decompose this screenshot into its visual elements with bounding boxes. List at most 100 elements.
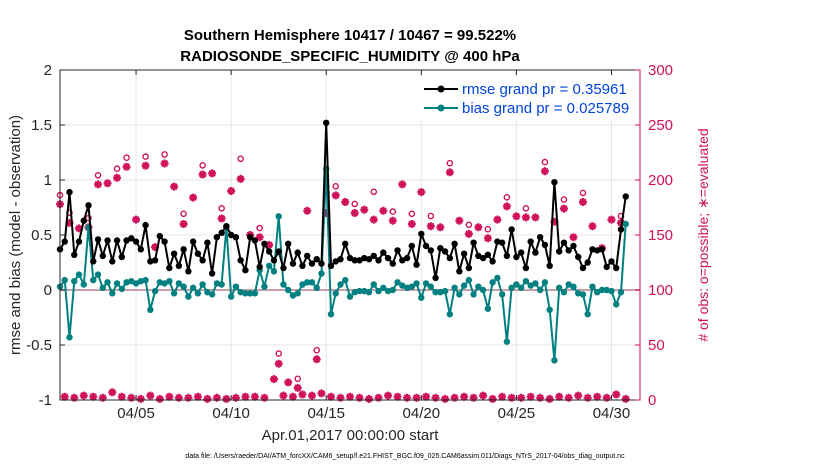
obs-possible-marker xyxy=(113,165,121,172)
obs-evaluated-marker xyxy=(365,394,374,403)
legend: rmse grand pr = 0.35961 bias grand pr = … xyxy=(418,76,636,120)
obs-evaluated-marker xyxy=(460,392,469,401)
bias-point xyxy=(622,220,629,228)
bias-point xyxy=(227,293,235,300)
rmse-point xyxy=(560,239,568,246)
y2-tick-label: 250 xyxy=(648,117,673,134)
obs-evaluated-marker xyxy=(113,173,122,182)
rmse-point xyxy=(265,248,273,255)
obs-evaluated-marker xyxy=(526,392,535,401)
rmse-point xyxy=(475,252,482,260)
bias-point xyxy=(128,278,135,285)
rmse-point xyxy=(346,254,354,262)
rmse-point xyxy=(422,242,430,250)
obs-evaluated-marker xyxy=(384,391,393,400)
obs-evaluated-marker xyxy=(346,392,354,401)
obs-evaluated-marker xyxy=(483,234,492,243)
obs-evaluated-marker xyxy=(89,392,98,401)
bias-point xyxy=(242,290,249,297)
bias-point xyxy=(161,280,168,287)
bias-point xyxy=(94,271,102,278)
obs-evaluated-marker xyxy=(350,209,359,217)
rmse-point xyxy=(204,239,211,246)
y2-tick-label: 100 xyxy=(648,282,673,299)
rmse-point xyxy=(118,253,126,261)
rmse-point xyxy=(246,234,254,241)
obs-possible-marker xyxy=(503,193,511,201)
bias-point xyxy=(304,279,311,286)
rmse-point xyxy=(508,226,515,233)
rmse-point xyxy=(175,262,183,269)
rmse-point xyxy=(517,249,525,256)
rmse-point xyxy=(541,241,549,249)
obs-evaluated-marker xyxy=(108,388,117,397)
rmse-point xyxy=(460,250,468,257)
rmse-point xyxy=(384,254,392,262)
obs-possible-marker xyxy=(522,204,530,212)
rmse-point xyxy=(237,257,244,264)
rmse-point xyxy=(308,260,316,267)
obs-evaluated-marker xyxy=(203,394,212,403)
obs-evaluated-marker xyxy=(441,394,450,403)
obs-evaluated-marker xyxy=(621,394,630,403)
rmse-point xyxy=(532,249,539,256)
rmse-point xyxy=(304,252,311,260)
y-tick-label: 0 xyxy=(44,282,52,299)
obs-evaluated-marker xyxy=(474,223,483,232)
rmse-point xyxy=(418,230,425,238)
bias-point xyxy=(536,286,544,294)
obs-evaluated-marker xyxy=(502,202,511,211)
bias-point xyxy=(451,284,458,291)
bias-point xyxy=(299,281,306,288)
obs-evaluated-marker xyxy=(288,392,297,401)
rmse-point xyxy=(142,221,149,229)
rmse-point xyxy=(323,119,330,127)
rmse-point xyxy=(109,258,116,265)
obs-evaluated-marker xyxy=(279,391,288,400)
bias-point xyxy=(555,284,563,291)
rmse-point xyxy=(284,240,292,247)
obs-evaluated-marker xyxy=(521,213,530,222)
bias-point xyxy=(284,286,292,294)
obs-evaluated-marker xyxy=(403,393,412,402)
bias-point xyxy=(289,292,297,299)
obs-possible-marker xyxy=(427,212,435,220)
obs-evaluated-marker xyxy=(336,393,345,402)
obs-possible-marker xyxy=(579,189,587,197)
rmse-point xyxy=(299,262,306,269)
bias-point xyxy=(475,283,482,290)
bias-point xyxy=(132,280,140,287)
obs-evaluated-marker xyxy=(212,393,221,402)
obs-evaluated-marker xyxy=(393,392,402,401)
rmse-point xyxy=(261,240,268,247)
obs-evaluated-marker xyxy=(307,391,316,400)
bias-point xyxy=(175,280,183,287)
bias-point xyxy=(318,270,325,277)
obs-evaluated-marker xyxy=(512,212,521,221)
bias-point xyxy=(422,280,430,287)
legend-box xyxy=(418,76,636,120)
y-tick-label: -1 xyxy=(39,392,52,409)
obs-evaluated-marker xyxy=(583,393,592,402)
rmse-point xyxy=(123,237,130,244)
obs-evaluated-marker xyxy=(193,392,202,401)
x-tick-label: 04/25 xyxy=(498,405,536,422)
rmse-point xyxy=(437,245,444,252)
obs-possible-marker xyxy=(541,158,549,166)
y-tick-label: 1 xyxy=(44,172,52,189)
rmse-point xyxy=(370,252,377,260)
rmse-point xyxy=(161,238,168,245)
rmse-point xyxy=(375,257,382,264)
rmse-point xyxy=(351,257,358,264)
rmse-point xyxy=(489,258,496,265)
obs-evaluated-marker xyxy=(174,393,183,402)
bias-point xyxy=(375,287,382,295)
x-tick-label: 04/05 xyxy=(117,405,155,422)
rmse-point xyxy=(294,249,301,256)
obs-possible-marker xyxy=(560,196,568,203)
bias-point xyxy=(498,291,506,298)
obs-evaluated-marker xyxy=(151,243,160,252)
obs-evaluated-marker xyxy=(369,215,378,224)
rmse-point xyxy=(356,257,363,264)
